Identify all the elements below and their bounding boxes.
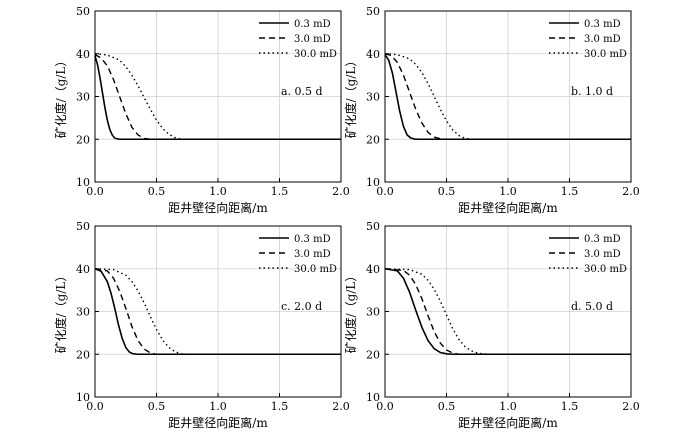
x-tick-label: 2.0: [622, 400, 640, 413]
series-line-0-3-md: [94, 268, 341, 356]
y-tick-label: 40: [76, 263, 90, 276]
series-line-0-3-md: [94, 55, 341, 141]
panel-annotation: c. 2.0 d: [281, 300, 322, 313]
y-tick-label: 20: [76, 348, 90, 361]
x-axis-label: 距井壁径向距离/m: [458, 415, 558, 430]
x-tick-label: 0.0: [86, 400, 104, 413]
legend-label: 30.0 mD: [584, 264, 627, 275]
y-axis-label: 矿化度/（g/L）: [343, 55, 358, 139]
x-tick-label: 0.0: [86, 185, 104, 198]
y-tick-label: 40: [366, 48, 380, 61]
series-line-3-0-md: [384, 53, 631, 140]
y-tick-label: 50: [366, 5, 380, 18]
legend-label: 0.3 mD: [584, 234, 621, 245]
panel-annotation: a. 0.5 d: [281, 85, 323, 98]
series-line-3-0-md: [94, 268, 341, 355]
x-tick-label: 0.5: [148, 400, 166, 413]
x-tick-label: 1.0: [499, 185, 517, 198]
chart-panel-1: 0.0 0.5 1.0 1.5 2.0 10 20 30 40 50 距井壁径向距离/m 矿化度/（g…: [343, 5, 640, 215]
x-tick-label: 2.0: [332, 400, 350, 413]
series-line-30-0-md: [384, 268, 631, 355]
legend-label: 3.0 mD: [294, 34, 331, 45]
legend-label: 3.0 mD: [584, 249, 621, 260]
panel-annotation: d. 5.0 d: [571, 300, 613, 313]
y-tick-label: 10: [76, 391, 90, 404]
chart-panel-3: 0.0 0.5 1.0 1.5 2.0 10 20 30 40 50 距井壁径向距离/m 矿化度/（g…: [343, 220, 640, 430]
y-tick-label: 20: [76, 133, 90, 146]
y-tick-label: 10: [366, 176, 380, 189]
series-line-3-0-md: [94, 53, 341, 140]
x-tick-label: 1.5: [561, 400, 579, 413]
legend-label: 30.0 mD: [294, 264, 337, 275]
y-tick-label: 10: [76, 176, 90, 189]
y-tick-label: 50: [76, 5, 90, 18]
x-tick-label: 2.0: [332, 185, 350, 198]
legend-label: 30.0 mD: [584, 49, 627, 60]
x-tick-label: 0.0: [376, 400, 394, 413]
x-axis-label: 距井壁径向距离/m: [458, 200, 558, 215]
legend-label: 0.3 mD: [584, 19, 621, 30]
y-tick-label: 30: [366, 306, 380, 319]
y-tick-label: 40: [76, 48, 90, 61]
x-tick-label: 0.0: [376, 185, 394, 198]
y-tick-label: 30: [76, 306, 90, 319]
legend-label: 3.0 mD: [584, 34, 621, 45]
x-tick-label: 0.5: [148, 185, 166, 198]
legend-label: 3.0 mD: [294, 249, 331, 260]
series-line-0-3-md: [384, 267, 631, 356]
series-line-30-0-md: [94, 53, 341, 140]
y-axis-label: 矿化度/（g/L）: [343, 270, 358, 354]
legend-label: 0.3 mD: [294, 234, 331, 245]
x-tick-label: 1.5: [271, 185, 289, 198]
chart-panel-0: 0.0 0.5 1.0 1.5 2.0 10 20 30 40 50 距井壁径向距离/m 矿化度/（g…: [53, 5, 350, 215]
y-tick-label: 50: [366, 220, 380, 233]
y-axis-label: 矿化度/（g/L）: [53, 55, 68, 139]
x-tick-label: 1.5: [271, 400, 289, 413]
y-tick-label: 20: [366, 348, 380, 361]
y-tick-label: 40: [366, 263, 380, 276]
y-tick-label: 20: [366, 133, 380, 146]
x-tick-label: 1.0: [499, 400, 517, 413]
chart-panel-2: 0.0 0.5 1.0 1.5 2.0 10 20 30 40 50 距井壁径向距离/m 矿化度/（g…: [53, 220, 350, 430]
x-tick-label: 0.5: [438, 185, 456, 198]
legend-label: 30.0 mD: [294, 49, 337, 60]
x-axis-label: 距井壁径向距离/m: [168, 415, 268, 430]
x-tick-label: 2.0: [622, 185, 640, 198]
series-line-3-0-md: [384, 268, 631, 355]
legend-label: 0.3 mD: [294, 19, 331, 30]
y-tick-label: 30: [366, 91, 380, 104]
panel-annotation: b. 1.0 d: [571, 85, 613, 98]
x-tick-label: 1.0: [209, 185, 227, 198]
series-line-30-0-md: [384, 53, 631, 140]
x-tick-label: 1.5: [561, 185, 579, 198]
series-line-0-3-md: [384, 54, 631, 141]
x-axis-label: 距井壁径向距离/m: [168, 200, 268, 215]
x-tick-label: 0.5: [438, 400, 456, 413]
y-tick-label: 10: [366, 391, 380, 404]
x-tick-label: 1.0: [209, 400, 227, 413]
y-axis-label: 矿化度/（g/L）: [53, 270, 68, 354]
y-tick-label: 50: [76, 220, 90, 233]
y-tick-label: 30: [76, 91, 90, 104]
